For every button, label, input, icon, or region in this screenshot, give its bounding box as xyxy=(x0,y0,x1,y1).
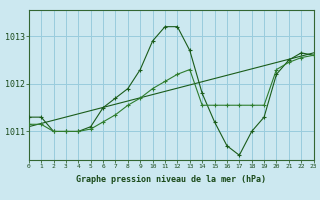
X-axis label: Graphe pression niveau de la mer (hPa): Graphe pression niveau de la mer (hPa) xyxy=(76,175,266,184)
